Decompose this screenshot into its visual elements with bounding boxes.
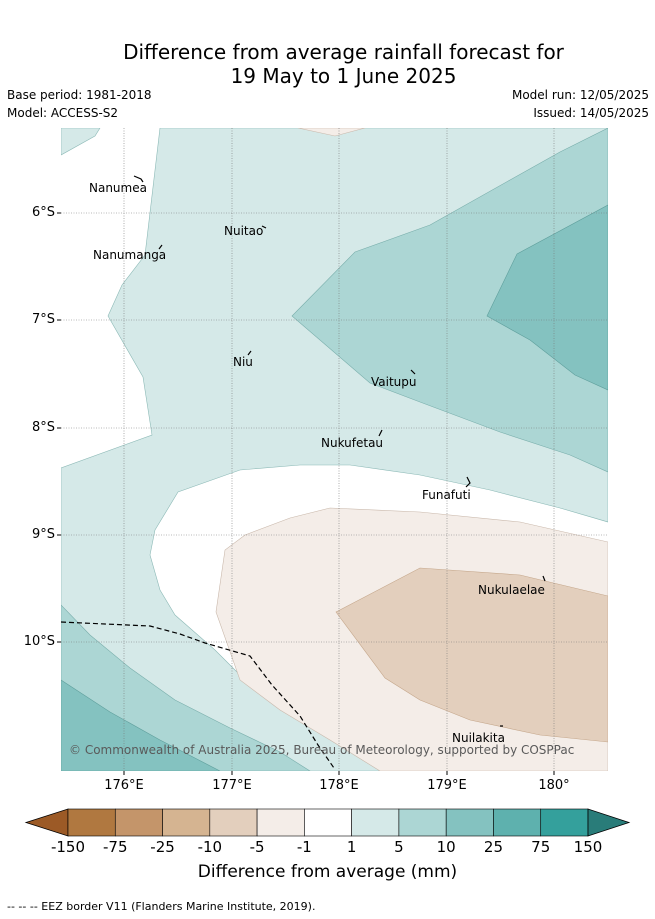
lon-label-180: 180° (538, 778, 570, 793)
colorbar-tick-label: -150 (50, 838, 86, 856)
colorbar-tick-label: -1 (296, 838, 312, 856)
lon-label-179e: 179°E (427, 778, 467, 793)
island-shapes (133, 175, 546, 727)
colorbar-swatch (398, 808, 447, 837)
colorbar-tick-label: -10 (197, 838, 223, 856)
island-label-nanumanga: Nanumanga (93, 248, 166, 262)
model-name: Model: ACCESS-S2 (7, 106, 119, 120)
colorbar-tick-label: -5 (249, 838, 265, 856)
lon-label-176e: 176°E (104, 778, 144, 793)
island-label-funafuti: Funafuti (422, 488, 471, 502)
colorbar-tick-label: 150 (573, 838, 603, 856)
rainfall-contours (61, 128, 608, 771)
colorbar-swatch (114, 808, 163, 837)
island-label-nuilakita: Nuilakita (452, 731, 505, 745)
colorbar-label: Difference from average (mm) (197, 862, 458, 882)
colorbar-swatch (162, 808, 211, 837)
island-label-nuitao: Nuitao (224, 224, 263, 238)
island-label-nukufetau: Nukufetau (321, 436, 383, 450)
colorbar-tick-label: 75 (531, 838, 551, 856)
colorbar-tick-label: 10 (436, 838, 456, 856)
colorbar-tick-label: 5 (394, 838, 404, 856)
contour-minus5-minus10 (335, 567, 608, 743)
colorbar-swatch (67, 808, 116, 837)
eez-border (61, 621, 335, 769)
colorbar-swatch (540, 808, 589, 837)
lon-label-178e: 178°E (319, 778, 359, 793)
colorbar-swatch (256, 808, 305, 837)
colorbar-tick-label: 1 (346, 838, 357, 856)
title-line-1: Difference from average rainfall forecas… (123, 40, 564, 64)
eez-legend: -- -- -- EEZ border V11 (Flanders Marine… (7, 900, 316, 913)
copyright-text: © Commonwealth of Australia 2025, Bureau… (69, 743, 574, 757)
colorbar-tick-label: 25 (483, 838, 503, 856)
colorbar-swatch (445, 808, 494, 837)
colorbar-swatch (209, 808, 258, 837)
colorbar-swatch (304, 808, 352, 837)
colorbar-swatch (493, 808, 542, 837)
colorbar-tick-label: -75 (103, 838, 128, 856)
island-label-nanumea: Nanumea (89, 181, 147, 195)
lon-label-177e: 177°E (212, 778, 252, 793)
contour-10-25 (486, 204, 608, 391)
lat-label-8s: 8°S (31, 420, 55, 435)
colorbar-tick-label: -25 (150, 838, 175, 856)
colorbar (24, 808, 631, 837)
lat-label-10s: 10°S (23, 634, 55, 649)
colorbar-arrow-high (587, 808, 631, 837)
island-label-niu: Niu (233, 355, 253, 369)
lat-label-7s: 7°S (31, 312, 55, 327)
lat-label-9s: 9°S (31, 527, 55, 542)
title-line-2: 19 May to 1 June 2025 (230, 64, 457, 88)
island-label-nukulaelae: Nukulaelae (478, 583, 545, 597)
base-period: Base period: 1981-2018 (7, 88, 152, 102)
grid-lines (61, 128, 608, 771)
colorbar-swatch (351, 808, 400, 837)
issued-date: Issued: 14/05/2025 (533, 106, 649, 120)
model-run: Model run: 12/05/2025 (511, 88, 649, 102)
island-label-vaitupu: Vaitupu (371, 375, 417, 389)
contour-5-10 (291, 128, 608, 473)
colorbar-arrow-low (24, 808, 69, 837)
lat-label-6s: 6°S (31, 205, 55, 220)
